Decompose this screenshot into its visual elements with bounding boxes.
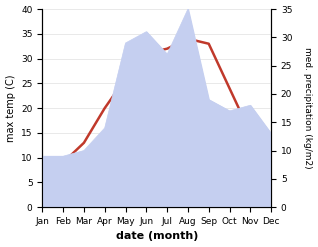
X-axis label: date (month): date (month)	[115, 231, 198, 242]
Y-axis label: max temp (C): max temp (C)	[5, 74, 16, 142]
Y-axis label: med. precipitation (kg/m2): med. precipitation (kg/m2)	[303, 47, 313, 169]
